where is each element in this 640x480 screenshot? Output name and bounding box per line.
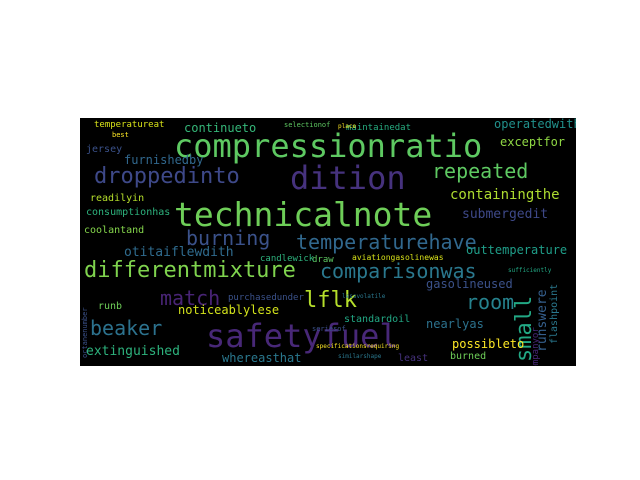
word-nearlyas: nearlyas bbox=[426, 317, 484, 331]
word-maintainedat: maintainedat bbox=[346, 123, 412, 133]
word-candlewick: candlewick bbox=[260, 254, 315, 264]
word-flashpoint: flashpoint bbox=[549, 283, 560, 344]
word-match: match bbox=[160, 286, 221, 310]
word-runb: runb bbox=[98, 301, 123, 312]
word-room: room bbox=[466, 290, 515, 314]
word-noticeablylese: noticeablylese bbox=[178, 303, 280, 317]
word-dition: dition bbox=[290, 159, 406, 197]
word-operatedwith: operatedwith bbox=[494, 118, 576, 131]
word-containingthe: containingthe bbox=[450, 187, 560, 203]
word-possibleto: possibleto bbox=[452, 337, 525, 351]
word-specificationsrequiring: specificationsrequiring bbox=[316, 343, 400, 350]
word-jersey: jersey bbox=[86, 144, 123, 155]
word-sufficiently: sufficiently bbox=[508, 267, 552, 274]
word-least: least bbox=[398, 353, 429, 364]
word-furnishedby: furnishedby bbox=[124, 153, 204, 167]
word-draw: draw bbox=[312, 255, 334, 265]
word-outtemperature: outtemperature bbox=[466, 243, 568, 257]
word-aviationgasolinewas: aviationgasolinewas bbox=[352, 253, 444, 262]
word-burned: burned bbox=[450, 351, 487, 362]
word-exceptfor: exceptfor bbox=[500, 135, 566, 149]
word-technicalnote: technicalnote bbox=[174, 195, 433, 234]
word-droppedinto: droppedinto bbox=[94, 164, 240, 189]
word-seriesof: seriesof bbox=[312, 325, 346, 333]
word-lflk: lflk bbox=[304, 288, 357, 313]
word-consumptionhas: consumptionhas bbox=[86, 207, 171, 218]
word-best: best bbox=[112, 131, 129, 139]
word-beaker: beaker bbox=[90, 316, 163, 340]
word-whereasthat: whereasthat bbox=[222, 351, 302, 365]
word-standardoil: standardoil bbox=[344, 314, 411, 325]
wordcloud-panel: compressionratio technicalnote safetyfue… bbox=[80, 118, 576, 366]
word-differentmixture: differentmixture bbox=[84, 258, 296, 283]
word-companyor: companyor bbox=[531, 327, 541, 366]
word-safetyfuel: safetyfuel bbox=[206, 317, 399, 355]
word-purchasedunder: purchasedunder bbox=[228, 293, 304, 303]
word-selectionof: selectionof bbox=[284, 121, 331, 129]
word-continueto: continueto bbox=[184, 121, 257, 135]
word-extinguished: extinguished bbox=[86, 344, 180, 359]
word-coolantand: coolantand bbox=[84, 225, 145, 236]
word-temperaturehave: temperaturehave bbox=[296, 230, 477, 254]
word-repeated: repeated bbox=[432, 159, 529, 183]
word-compressionratio: compressionratio bbox=[174, 127, 483, 165]
word-place: place bbox=[338, 123, 357, 130]
word-gasolineused: gasolineused bbox=[426, 277, 513, 291]
word-comparisonwas: comparisonwas bbox=[320, 259, 477, 283]
word-octanenumber: octanenumber bbox=[81, 307, 89, 358]
word-otitaiflewdith: otitaiflewdith bbox=[124, 245, 234, 260]
word-similarshape: similarshape bbox=[338, 353, 382, 360]
word-lessvolatile: lessvolatile bbox=[342, 293, 386, 300]
word-temperatureat: temperatureat bbox=[94, 120, 165, 130]
word-readilyin: readilyin bbox=[90, 193, 145, 204]
word-burning: burning bbox=[186, 226, 271, 250]
word-submergedit: submergedit bbox=[462, 207, 549, 222]
